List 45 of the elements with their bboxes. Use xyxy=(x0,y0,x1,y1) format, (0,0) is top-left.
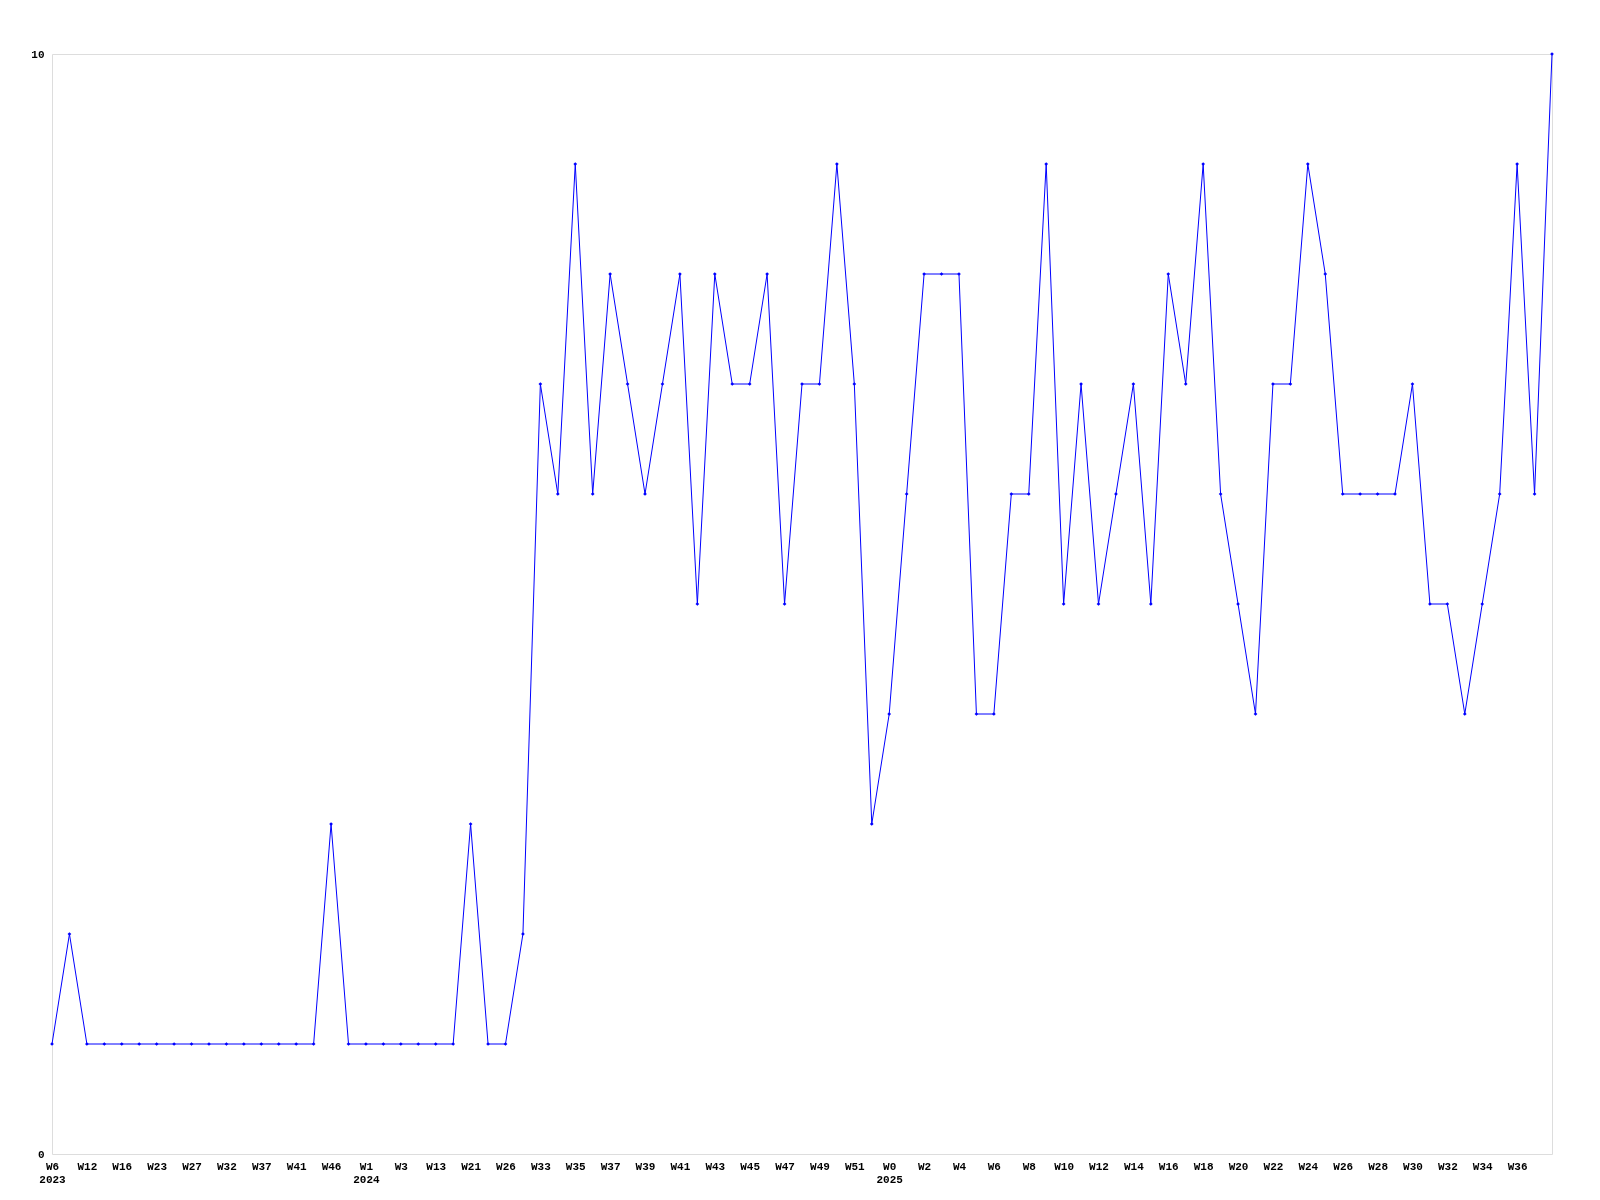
x-tick-label: W10 xyxy=(1054,1160,1075,1173)
x-tick-label: W32 xyxy=(217,1160,237,1173)
x-tick-label: W39 xyxy=(635,1160,656,1173)
x-tick-label: W6 2023 xyxy=(39,1160,67,1186)
x-tick-label: W14 xyxy=(1123,1160,1145,1173)
x-tick-label: W46 xyxy=(321,1160,342,1173)
x-tick-label: W43 xyxy=(705,1160,726,1173)
x-tick-label: W20 xyxy=(1228,1160,1249,1173)
x-tick-label: W13 xyxy=(426,1160,447,1173)
x-tick-label: W30 xyxy=(1403,1160,1423,1173)
x-tick-label: W47 xyxy=(775,1160,795,1173)
x-tick-label: W26 xyxy=(496,1160,516,1173)
x-tick-label: W33 xyxy=(530,1160,552,1173)
x-tick-label: W45 xyxy=(740,1160,761,1173)
x-tick-label: W12 xyxy=(77,1160,98,1173)
x-tick-label: W18 xyxy=(1193,1160,1214,1173)
x-tick-label: W3 xyxy=(394,1160,409,1173)
x-tick-label: W23 xyxy=(147,1160,168,1173)
x-tick-label: W32 xyxy=(1437,1160,1458,1173)
y-tick-label: 0 xyxy=(37,1148,45,1161)
x-tick-label: W35 xyxy=(565,1160,587,1173)
x-tick-label: W6 xyxy=(987,1160,1001,1173)
x-tick-label: W27 xyxy=(182,1160,202,1173)
x-tick-label: W26 xyxy=(1333,1160,1354,1173)
x-tick-label: W24 xyxy=(1298,1160,1319,1173)
x-tick-label: W41 xyxy=(670,1160,691,1173)
x-tick-label: W51 xyxy=(844,1160,866,1173)
x-tick-label: W12 xyxy=(1089,1160,1109,1173)
x-tick-label: W36 xyxy=(1507,1160,1528,1173)
x-tick-label: W8 xyxy=(1022,1160,1037,1173)
x-tick-label: W37 xyxy=(251,1160,272,1173)
x-tick-label: W4 xyxy=(952,1160,967,1173)
x-tick-label: W34 xyxy=(1472,1160,1494,1173)
x-tick-label: W49 xyxy=(810,1160,830,1173)
x-tick-label: W16 xyxy=(1158,1160,1179,1173)
x-tick-label: W37 xyxy=(600,1160,621,1173)
x-tick-label: W22 xyxy=(1263,1160,1284,1173)
x-tick-label: W28 xyxy=(1368,1160,1389,1173)
x-tick-label: W21 xyxy=(461,1160,482,1173)
x-tick-label: W2 xyxy=(917,1160,932,1173)
x-tick-label: W41 xyxy=(286,1160,307,1173)
y-tick-label: 10 xyxy=(31,48,45,61)
x-tick-label: W16 xyxy=(112,1160,133,1173)
x-tick-label: W0 2025 xyxy=(876,1160,904,1186)
x-tick-label: W1 2024 xyxy=(353,1160,381,1186)
